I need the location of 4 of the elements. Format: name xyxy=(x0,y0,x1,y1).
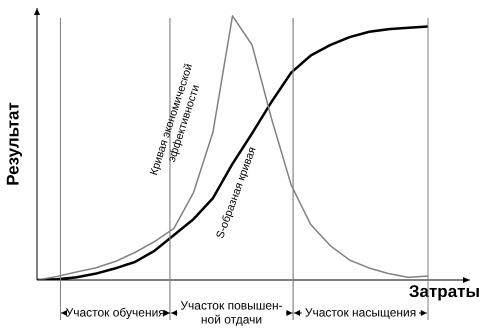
x-axis-title: Затраты xyxy=(408,282,480,302)
y-axis-title: Результат xyxy=(4,102,23,186)
text: Участок повышен- ной отдачи xyxy=(180,298,283,326)
text: Участок насыщения xyxy=(304,305,416,320)
